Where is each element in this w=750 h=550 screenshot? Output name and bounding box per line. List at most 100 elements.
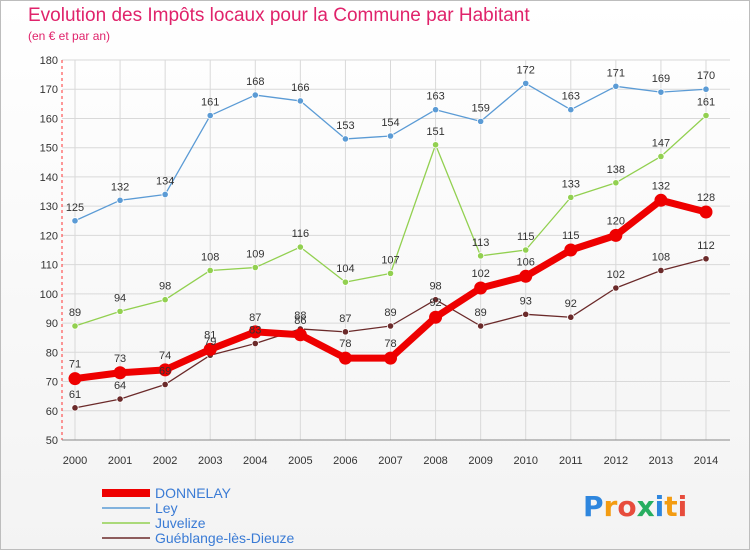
data-label: 132 xyxy=(652,180,670,192)
data-label: 134 xyxy=(156,175,174,187)
logo-letter: i xyxy=(655,490,665,523)
x-tick-label: 2010 xyxy=(513,455,537,467)
data-point xyxy=(477,322,485,330)
data-point xyxy=(161,190,169,199)
proxiti-logo: Proxiti xyxy=(583,490,687,523)
data-point xyxy=(522,310,530,318)
data-point xyxy=(612,284,620,292)
x-tick-label: 2000 xyxy=(63,455,87,467)
axes: 50 60 70 80 90 100 110 120 130 140 150 160 170 180 200… xyxy=(40,55,730,467)
data-point xyxy=(338,351,352,365)
data-point xyxy=(341,135,350,143)
data-label: 93 xyxy=(520,295,532,307)
data-point xyxy=(612,82,620,90)
data-point xyxy=(564,243,578,257)
y-tick-label: 90 xyxy=(46,318,58,330)
data-point xyxy=(71,322,79,330)
data-label: 115 xyxy=(517,231,535,243)
data-label: 172 xyxy=(517,64,535,76)
data-point xyxy=(206,111,214,120)
data-label: 159 xyxy=(471,102,489,114)
y-tick-label: 160 xyxy=(40,113,58,125)
data-point xyxy=(341,328,350,336)
data-point xyxy=(296,97,304,105)
data-point xyxy=(203,342,217,356)
data-point xyxy=(386,132,395,140)
data-point xyxy=(612,179,620,187)
data-point xyxy=(251,339,259,348)
data-label: 125 xyxy=(66,202,84,214)
legend-label: Ley xyxy=(155,500,178,516)
y-tick-label: 70 xyxy=(46,377,58,389)
data-point xyxy=(657,88,665,96)
data-point xyxy=(477,117,485,125)
data-label: 94 xyxy=(114,292,126,304)
chart-title: Evolution des Impôts locaux pour la Comm… xyxy=(28,5,530,26)
y-tick-label: 100 xyxy=(40,289,58,301)
y-tick-label: 150 xyxy=(40,143,58,155)
data-labels: 125 132 134 161 168 166 153 154 163 159 172 163 171 1… xyxy=(66,64,715,400)
data-point xyxy=(248,325,262,339)
data-label: 87 xyxy=(249,312,261,324)
x-tick-label: 2014 xyxy=(694,455,718,467)
data-label: 78 xyxy=(384,338,396,350)
data-label: 128 xyxy=(697,192,715,204)
data-point xyxy=(161,380,169,389)
data-point xyxy=(522,79,530,87)
y-tick-label: 140 xyxy=(40,172,58,184)
data-label: 89 xyxy=(475,307,487,319)
logo-letter: t xyxy=(664,490,677,523)
data-point xyxy=(609,228,623,242)
y-tick-label: 110 xyxy=(40,260,58,272)
data-point xyxy=(296,243,304,251)
x-tick-label: 2001 xyxy=(108,455,132,467)
data-label: 153 xyxy=(336,120,354,132)
y-tick-label: 80 xyxy=(46,347,58,359)
data-point xyxy=(386,269,395,277)
logo-letter: P xyxy=(583,490,604,523)
data-label: 171 xyxy=(607,67,625,79)
logo-letter: i xyxy=(678,490,688,523)
data-label: 151 xyxy=(426,126,444,138)
x-tick-label: 2007 xyxy=(378,455,402,467)
data-label: 98 xyxy=(159,281,171,293)
data-label: 109 xyxy=(246,249,264,261)
data-point xyxy=(567,313,575,321)
y-tick-label: 180 xyxy=(40,55,58,67)
data-point xyxy=(71,404,79,412)
data-point xyxy=(116,395,124,403)
data-point xyxy=(71,217,79,225)
data-label: 104 xyxy=(336,263,354,275)
data-label: 147 xyxy=(652,137,670,149)
data-label: 102 xyxy=(471,268,489,280)
data-label: 83 xyxy=(249,325,261,337)
data-point xyxy=(113,366,127,380)
data-point xyxy=(251,263,259,272)
data-label: 138 xyxy=(607,164,625,176)
data-point xyxy=(699,205,713,219)
logo-letter: x xyxy=(637,490,655,523)
x-tick-label: 2003 xyxy=(198,455,222,467)
data-label: 98 xyxy=(429,281,441,293)
data-point xyxy=(161,296,169,304)
data-label: 161 xyxy=(201,97,219,109)
x-tick-label: 2005 xyxy=(288,455,312,467)
data-label: 108 xyxy=(201,251,219,263)
legend-label: Guéblange-lès-Dieuze xyxy=(155,530,295,546)
data-label: 106 xyxy=(517,256,535,268)
data-point xyxy=(522,246,530,254)
data-label: 163 xyxy=(562,91,580,103)
data-label: 89 xyxy=(384,307,396,319)
x-tick-label: 2002 xyxy=(153,455,177,467)
data-point xyxy=(158,363,172,377)
chart-subtitle: (en € et par an) xyxy=(28,29,111,43)
data-point xyxy=(657,152,665,161)
data-label: 132 xyxy=(111,181,129,193)
data-label: 73 xyxy=(114,353,126,365)
y-tick-label: 60 xyxy=(46,406,58,418)
data-point xyxy=(429,310,443,324)
x-tick-label: 2013 xyxy=(649,455,673,467)
x-tick-label: 2004 xyxy=(243,455,267,467)
